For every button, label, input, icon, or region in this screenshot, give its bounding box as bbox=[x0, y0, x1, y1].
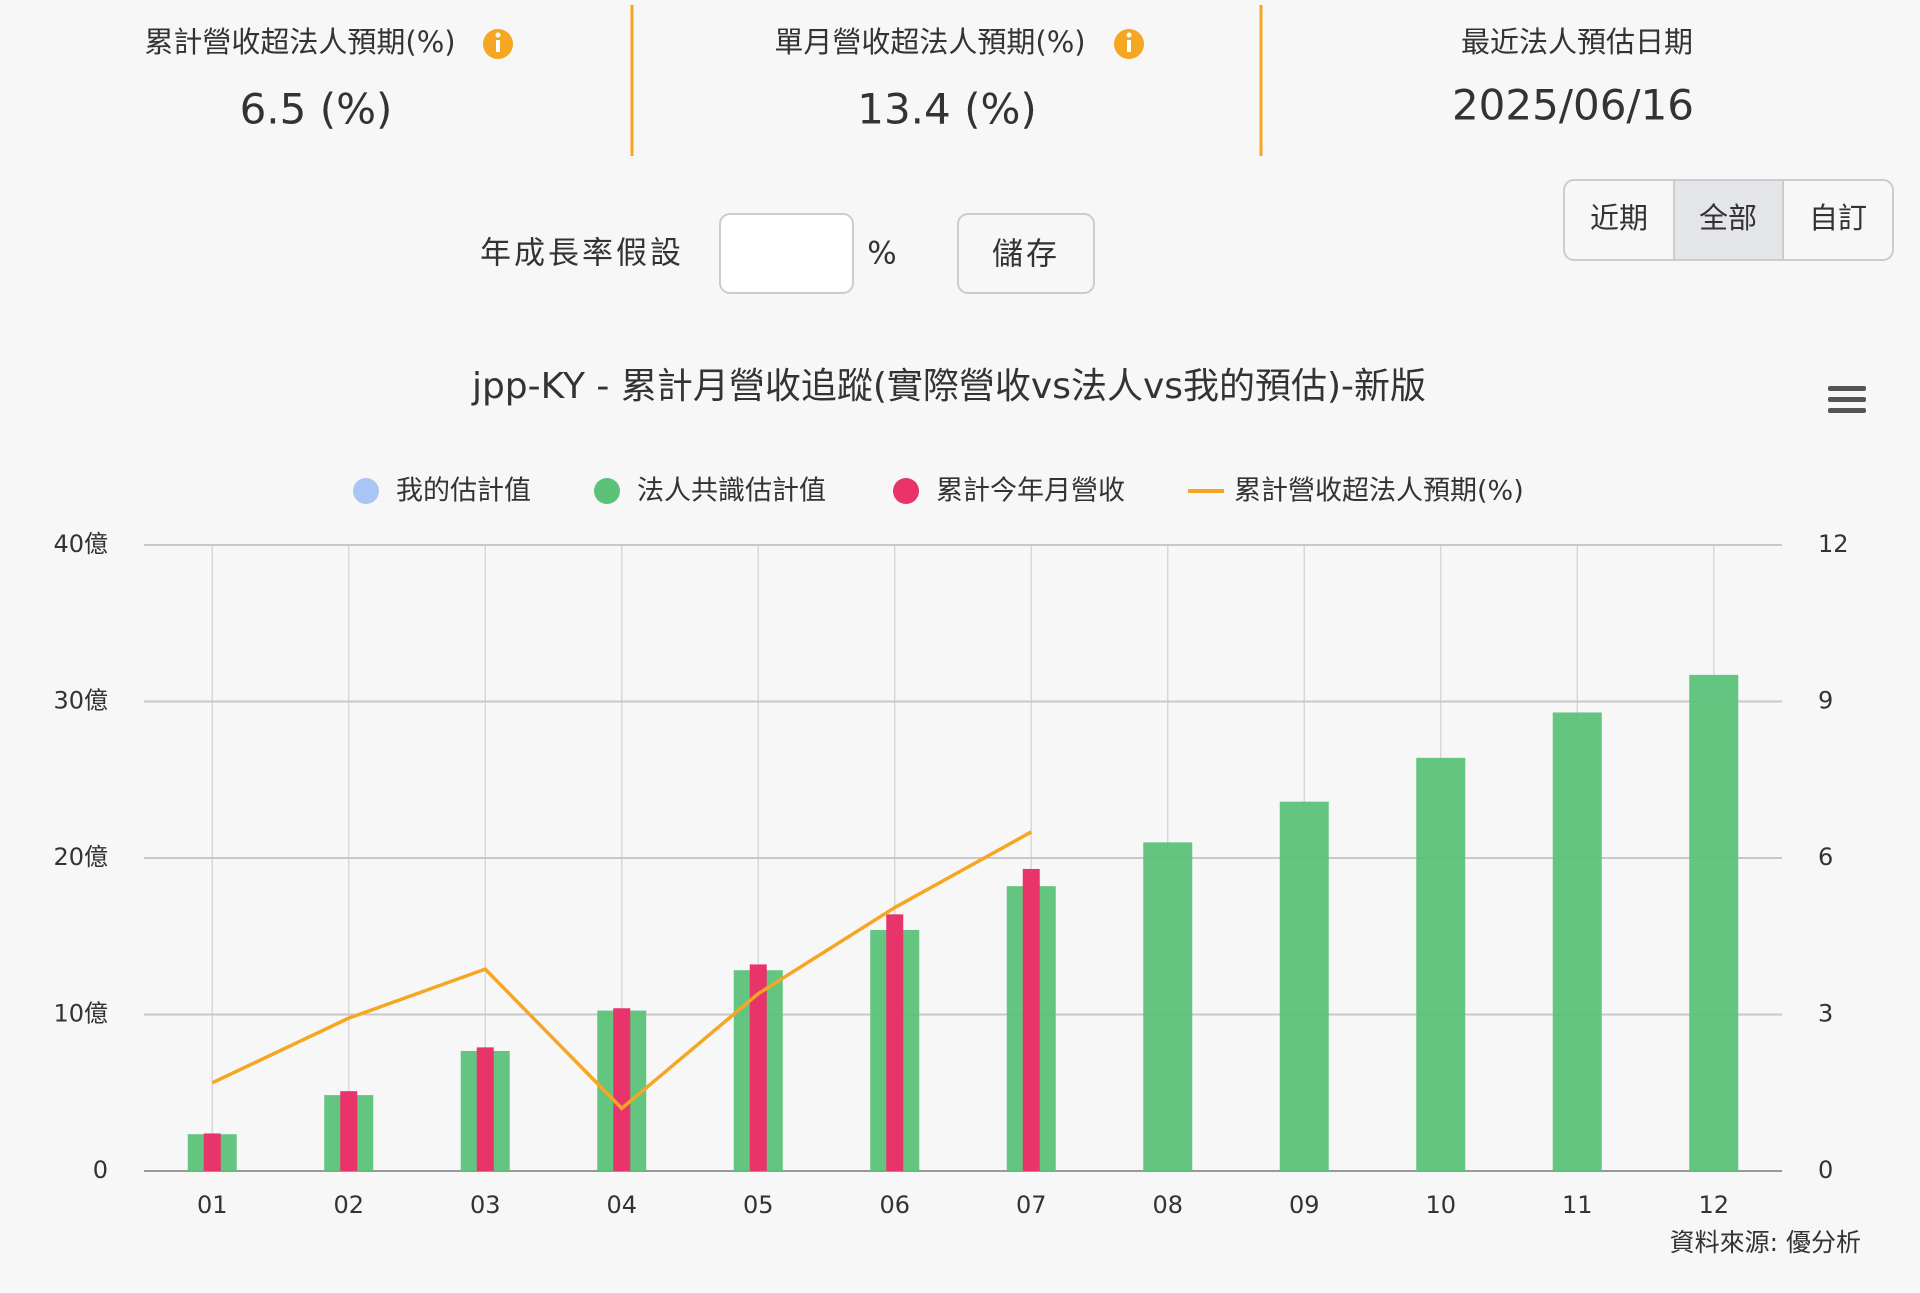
x-tick-label: 01 bbox=[197, 1191, 228, 1219]
menu-icon-bar[interactable] bbox=[1828, 386, 1866, 391]
x-tick-label: 03 bbox=[470, 1191, 501, 1219]
x-tick-label: 04 bbox=[606, 1191, 637, 1219]
x-tick-label: 09 bbox=[1289, 1191, 1320, 1219]
menu-icon-bar[interactable] bbox=[1828, 408, 1866, 413]
x-tick-label: 05 bbox=[743, 1191, 774, 1219]
bar bbox=[886, 914, 904, 1171]
save-button[interactable] bbox=[957, 213, 1095, 294]
bar bbox=[749, 964, 767, 1171]
legend-label: 法人共識估計值 bbox=[637, 476, 826, 507]
y-tick-label: 40億 bbox=[53, 530, 108, 558]
legend-label: 累計今年月營收 bbox=[936, 476, 1125, 507]
legend-symbol bbox=[353, 478, 379, 504]
y2-tick-label: 9 bbox=[1818, 687, 1833, 715]
y-tick-label: 10億 bbox=[53, 1000, 108, 1028]
legend-label: 我的估計值 bbox=[396, 476, 531, 507]
x-tick-label: 08 bbox=[1152, 1191, 1183, 1219]
bar bbox=[1552, 712, 1602, 1171]
bar bbox=[1022, 868, 1040, 1171]
info-icon-dot bbox=[1126, 32, 1132, 38]
legend-symbol bbox=[893, 478, 919, 504]
x-tick-label: 10 bbox=[1425, 1191, 1456, 1219]
range-button[interactable]: 近期 bbox=[1590, 201, 1648, 235]
x-tick-label: 12 bbox=[1698, 1191, 1729, 1219]
y-tick-label: 20億 bbox=[53, 843, 108, 871]
x-tick-label: 06 bbox=[879, 1191, 910, 1219]
stat-value: 2025/06/16 bbox=[1452, 81, 1694, 130]
bar bbox=[203, 1133, 221, 1171]
bar bbox=[1279, 801, 1329, 1171]
x-tick-label: 07 bbox=[1016, 1191, 1047, 1219]
info-icon-stem bbox=[496, 40, 500, 52]
growth-input[interactable] bbox=[719, 213, 854, 294]
growth-label: 年成長率假設 bbox=[480, 236, 684, 272]
y2-tick-label: 0 bbox=[1818, 1156, 1833, 1184]
chart-title: jpp-KY - 累計月營收追蹤(實際營收vs法人vs我的預估)-新版 bbox=[471, 366, 1426, 407]
info-icon-dot bbox=[495, 32, 501, 38]
growth-unit: % bbox=[867, 236, 896, 272]
range-button[interactable]: 全部 bbox=[1699, 201, 1757, 235]
stat-label: 最近法人預估日期 bbox=[1461, 25, 1693, 59]
bar bbox=[1689, 674, 1739, 1171]
stat-label: 累計營收超法人預期(%) bbox=[144, 25, 455, 59]
range-button[interactable]: 自訂 bbox=[1809, 201, 1867, 235]
x-tick-label: 02 bbox=[333, 1191, 364, 1219]
bar bbox=[613, 1008, 631, 1171]
menu-icon-bar[interactable] bbox=[1828, 397, 1866, 402]
stat-value: 13.4 (%) bbox=[857, 85, 1037, 134]
info-icon-stem bbox=[1127, 40, 1131, 52]
stat-label: 單月營收超法人預期(%) bbox=[774, 25, 1085, 59]
y2-tick-label: 6 bbox=[1818, 843, 1833, 871]
legend-label: 累計營收超法人預期(%) bbox=[1234, 476, 1524, 507]
y-tick-label: 0 bbox=[93, 1156, 108, 1184]
y2-tick-label: 3 bbox=[1818, 1000, 1833, 1028]
x-tick-label: 11 bbox=[1562, 1191, 1593, 1219]
y2-tick-label: 12 bbox=[1818, 530, 1849, 558]
bar bbox=[1416, 757, 1466, 1171]
legend-symbol bbox=[594, 478, 620, 504]
bar bbox=[476, 1047, 494, 1171]
y-tick-label: 30億 bbox=[53, 687, 108, 715]
line-series bbox=[211, 830, 1033, 1111]
range-button-active[interactable] bbox=[1674, 181, 1783, 259]
stat-value: 6.5 (%) bbox=[240, 85, 393, 134]
save-button-label: 儲存 bbox=[992, 237, 1060, 273]
bar bbox=[1143, 842, 1193, 1171]
bar bbox=[340, 1091, 358, 1171]
source-credit: 資料來源: 優分析 bbox=[1670, 1228, 1861, 1257]
